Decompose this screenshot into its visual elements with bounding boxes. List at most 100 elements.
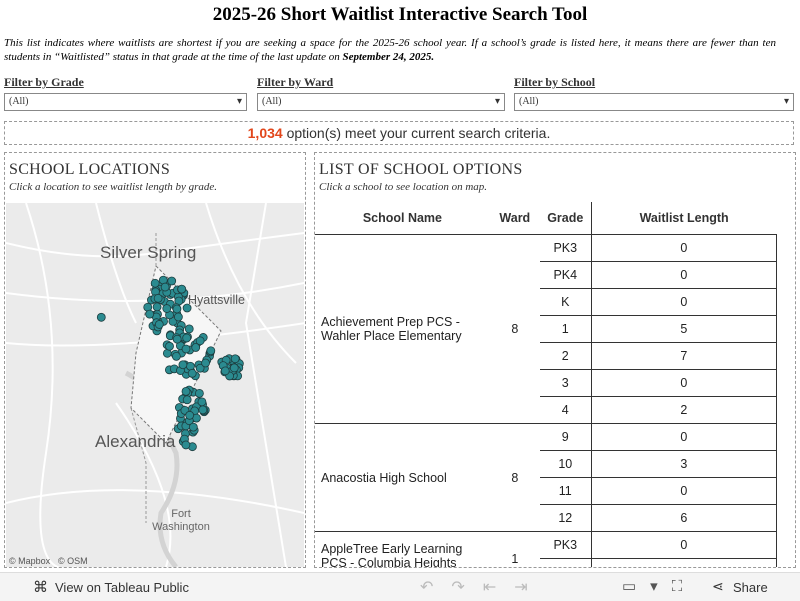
attribution: © OSM: [58, 556, 88, 566]
description: This list indicates where waitlists are …: [4, 36, 776, 64]
icons: ↶↷⇤⇥: [420, 579, 546, 596]
share-button[interactable]: Share: [733, 580, 768, 595]
school-marker[interactable]: [182, 303, 192, 313]
ward: 8: [489, 234, 540, 424]
school-marker[interactable]: [220, 366, 230, 376]
grade: 10: [539, 450, 592, 478]
school-marker[interactable]: [194, 388, 204, 398]
attribution: © Mapbox: [9, 556, 51, 566]
filter-label: Filter by School: [514, 75, 596, 89]
waitlist-length: 0: [590, 288, 778, 316]
waitlist-length: 0: [590, 369, 778, 397]
table-row: 11 0: [315, 477, 778, 505]
school-marker[interactable]: [145, 309, 155, 319]
waitlist-length: 0: [590, 234, 778, 262]
school-marker[interactable]: [195, 363, 205, 373]
column-header: Ward: [489, 202, 540, 235]
school-marker[interactable]: [171, 351, 181, 361]
filter-dropdown[interactable]: (All): [514, 93, 794, 111]
school-marker[interactable]: [182, 333, 192, 343]
grade: PK4: [539, 261, 592, 289]
update-date: September 24, 2025.: [342, 51, 435, 63]
school-marker[interactable]: [150, 278, 160, 288]
grade: 3: [539, 369, 592, 397]
table-row: 10 3: [315, 450, 778, 478]
school-marker[interactable]: [172, 334, 182, 344]
school-marker[interactable]: [185, 410, 195, 420]
waitlist-length: 0: [590, 477, 778, 505]
place-label: Alexandria: [95, 432, 176, 451]
school-marker[interactable]: [167, 276, 177, 286]
table-row: 12 6: [315, 504, 778, 532]
school-marker[interactable]: [186, 361, 195, 371]
school-marker[interactable]: [96, 312, 106, 322]
school-marker[interactable]: [178, 360, 188, 370]
filter-dropdown[interactable]: (All): [257, 93, 505, 111]
grade: 2: [539, 342, 592, 370]
school-marker[interactable]: [191, 343, 201, 352]
grade: 4: [539, 396, 592, 424]
table-row: Anacostia High School 8 9 0: [315, 423, 778, 532]
waitlist-length: 6: [590, 504, 778, 532]
grade: 11: [539, 477, 592, 505]
school-marker[interactable]: [230, 354, 240, 364]
school-marker[interactable]: [201, 358, 210, 368]
school-marker[interactable]: [198, 405, 208, 415]
map[interactable]: Silver Spring Hyattsville Alexandria For…: [6, 203, 304, 567]
school-marker[interactable]: [181, 440, 191, 450]
school-marker[interactable]: [182, 395, 192, 405]
place-label: Fort Washington: [152, 508, 210, 533]
waitlist-length: 5: [590, 315, 778, 343]
column-header: School Name: [315, 202, 490, 235]
icons: ▭▾⛶: [622, 578, 697, 595]
school-marker[interactable]: [177, 284, 187, 294]
school-name[interactable]: AppleTree Early Learning PCS - Columbia …: [315, 531, 490, 567]
school-marker[interactable]: [197, 397, 207, 407]
waitlist-length: 0: [590, 261, 778, 289]
grade: 9: [539, 423, 592, 451]
school-marker[interactable]: [195, 336, 205, 346]
school-marker[interactable]: [154, 320, 164, 329]
description-text: This list indicates where waitlists are …: [4, 37, 776, 63]
place-label: Hyattsville: [188, 293, 245, 307]
icon: ⋖: [712, 578, 724, 594]
grade: K: [539, 288, 592, 316]
school-name[interactable]: Achievement Prep PCS - Wahler Place Elem…: [315, 234, 490, 424]
school-name[interactable]: Anacostia High School: [315, 423, 490, 532]
school-marker[interactable]: [181, 386, 191, 396]
place-label: Silver Spring: [100, 243, 196, 262]
table-row: PK4 0: [315, 261, 778, 289]
waitlist-length: [590, 558, 778, 567]
school-marker[interactable]: [184, 324, 194, 334]
waitlist-length: 2: [590, 396, 778, 424]
ward: 1: [489, 531, 540, 567]
school-marker[interactable]: [172, 304, 182, 314]
header-row: School Name Ward Grade Waitlist Length: [315, 202, 777, 235]
table-panel: LIST OF SCHOOL OPTIONS Click a school to…: [314, 152, 796, 568]
school-marker[interactable]: [162, 304, 172, 313]
view-link[interactable]: View on Tableau Public: [55, 580, 189, 595]
school-marker[interactable]: [173, 312, 183, 322]
school-marker[interactable]: [206, 346, 216, 356]
table-row: Achievement Prep PCS - Wahler Place Elem…: [315, 234, 778, 424]
grade: PK4: [539, 558, 592, 567]
school-marker[interactable]: [160, 282, 170, 292]
filter-dropdown[interactable]: (All): [4, 93, 247, 111]
school-marker[interactable]: [165, 341, 174, 351]
school-marker[interactable]: [153, 293, 163, 303]
table-row: PK4: [315, 558, 778, 567]
school-marker[interactable]: [188, 422, 198, 432]
school-marker[interactable]: [181, 344, 191, 354]
result-text: option(s) meet your current search crite…: [286, 125, 551, 141]
school-marker[interactable]: [229, 363, 239, 373]
grade: PK3: [539, 234, 592, 262]
table-row: AppleTree Early Learning PCS - Columbia …: [315, 531, 778, 567]
school-marker[interactable]: [187, 368, 197, 378]
page-title: 2025-26 Short Waitlist Interactive Searc…: [212, 4, 588, 25]
school-marker[interactable]: [152, 302, 162, 312]
